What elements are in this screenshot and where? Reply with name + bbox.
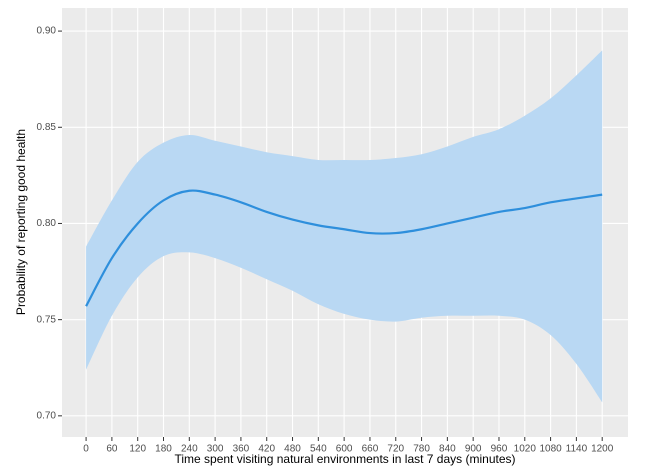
x-tick-label: 780 — [413, 444, 430, 455]
x-tick-label: 840 — [439, 444, 456, 455]
x-tick-label: 420 — [258, 444, 275, 455]
y-axis-title: Probability of reporting good health — [14, 129, 28, 315]
x-tick-label: 960 — [491, 444, 508, 455]
x-tick-label: 120 — [129, 444, 146, 455]
x-tick-label: 900 — [465, 444, 482, 455]
y-tick-label: 0.80 — [37, 218, 57, 229]
x-tick-label: 1200 — [591, 444, 614, 455]
x-tick-label: 240 — [181, 444, 198, 455]
confidence-band — [86, 50, 603, 403]
x-tick-label: 480 — [284, 444, 301, 455]
x-tick-label: 1080 — [539, 444, 562, 455]
y-tick-label: 0.90 — [37, 26, 57, 37]
x-tick-label: 0 — [83, 444, 89, 455]
y-tick-label: 0.85 — [37, 122, 57, 133]
y-tick-label: 0.70 — [37, 410, 57, 421]
y-tick-label: 0.75 — [37, 314, 57, 325]
x-tick-label: 180 — [155, 444, 172, 455]
x-tick-label: 1140 — [566, 444, 588, 455]
x-axis-title: Time spent visiting natural environments… — [174, 452, 515, 466]
x-tick-label: 360 — [233, 444, 250, 455]
x-tick-label: 660 — [362, 444, 379, 455]
line — [85, 189, 603, 307]
x-tick-label: 1020 — [514, 444, 537, 455]
x-tick-label: 540 — [310, 444, 327, 455]
x-tick-label: 60 — [106, 444, 118, 455]
x-tick-label: 600 — [336, 444, 353, 455]
x-tick-label: 300 — [207, 444, 224, 455]
x-tick-label: 720 — [387, 444, 404, 455]
